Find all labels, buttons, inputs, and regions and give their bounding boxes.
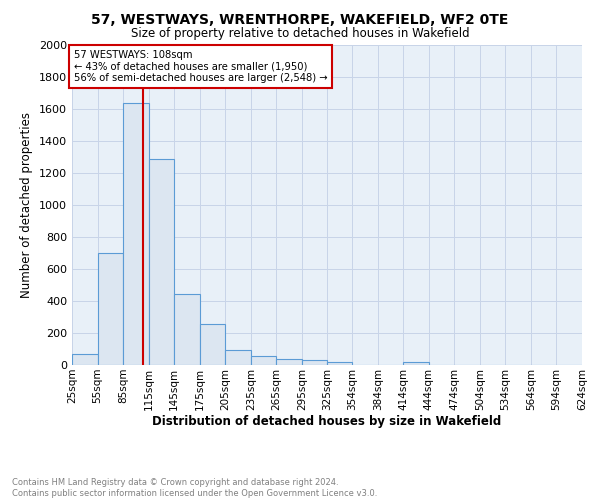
Bar (225, 350, 251, 365)
Bar (277, 360, 302, 365)
Bar (149, 158, 174, 365)
Bar (98, 253, 123, 365)
Bar (123, 102, 149, 365)
Bar (72, 354, 98, 365)
Text: 57 WESTWAYS: 108sqm
← 43% of detached houses are smaller (1,950)
56% of semi-det: 57 WESTWAYS: 108sqm ← 43% of detached ho… (74, 50, 328, 83)
Y-axis label: Number of detached properties: Number of detached properties (20, 112, 34, 298)
Bar (200, 324, 225, 365)
X-axis label: Distribution of detached houses by size in Wakefield: Distribution of detached houses by size … (152, 416, 502, 428)
Bar (302, 360, 328, 365)
Bar (328, 362, 352, 365)
Bar (251, 356, 277, 365)
Text: Contains HM Land Registry data © Crown copyright and database right 2024.
Contai: Contains HM Land Registry data © Crown c… (12, 478, 377, 498)
Bar (174, 294, 200, 365)
Text: 57, WESTWAYS, WRENTHORPE, WAKEFIELD, WF2 0TE: 57, WESTWAYS, WRENTHORPE, WAKEFIELD, WF2… (91, 12, 509, 26)
Text: Size of property relative to detached houses in Wakefield: Size of property relative to detached ho… (131, 28, 469, 40)
Bar (403, 362, 429, 365)
